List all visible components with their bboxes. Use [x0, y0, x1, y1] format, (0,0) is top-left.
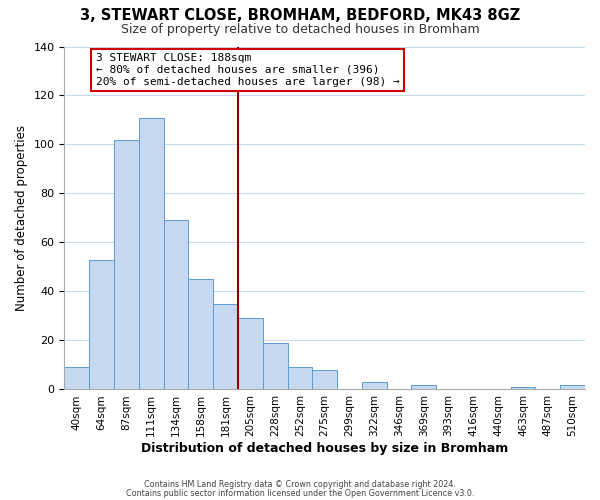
- Text: Contains public sector information licensed under the Open Government Licence v3: Contains public sector information licen…: [126, 488, 474, 498]
- Bar: [263, 343, 287, 390]
- Bar: [64, 368, 89, 390]
- X-axis label: Distribution of detached houses by size in Bromham: Distribution of detached houses by size …: [141, 442, 508, 455]
- Text: 3 STEWART CLOSE: 188sqm
← 80% of detached houses are smaller (396)
20% of semi-d: 3 STEWART CLOSE: 188sqm ← 80% of detache…: [95, 54, 400, 86]
- Bar: [412, 384, 436, 390]
- Bar: [164, 220, 188, 390]
- Bar: [313, 370, 337, 390]
- Bar: [511, 387, 535, 390]
- Bar: [213, 304, 238, 390]
- Bar: [287, 368, 313, 390]
- Text: 3, STEWART CLOSE, BROMHAM, BEDFORD, MK43 8GZ: 3, STEWART CLOSE, BROMHAM, BEDFORD, MK43…: [80, 8, 520, 22]
- Y-axis label: Number of detached properties: Number of detached properties: [15, 125, 28, 311]
- Bar: [89, 260, 114, 390]
- Bar: [139, 118, 164, 390]
- Bar: [362, 382, 386, 390]
- Text: Contains HM Land Registry data © Crown copyright and database right 2024.: Contains HM Land Registry data © Crown c…: [144, 480, 456, 489]
- Text: Size of property relative to detached houses in Bromham: Size of property relative to detached ho…: [121, 22, 479, 36]
- Bar: [238, 318, 263, 390]
- Bar: [114, 140, 139, 390]
- Bar: [560, 384, 585, 390]
- Bar: [188, 279, 213, 390]
